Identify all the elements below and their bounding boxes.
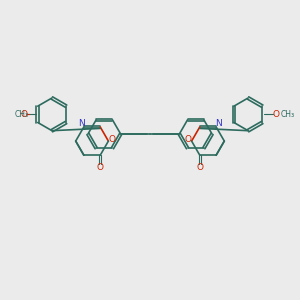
Text: O: O [97, 163, 104, 172]
Text: O: O [196, 163, 203, 172]
Text: O: O [109, 135, 116, 144]
Text: O: O [21, 110, 28, 119]
Text: N: N [215, 119, 222, 128]
Text: O: O [184, 135, 191, 144]
Text: CH₃: CH₃ [281, 110, 295, 119]
Text: N: N [78, 119, 85, 128]
Text: O: O [272, 110, 279, 119]
Text: CH₃: CH₃ [14, 110, 28, 119]
